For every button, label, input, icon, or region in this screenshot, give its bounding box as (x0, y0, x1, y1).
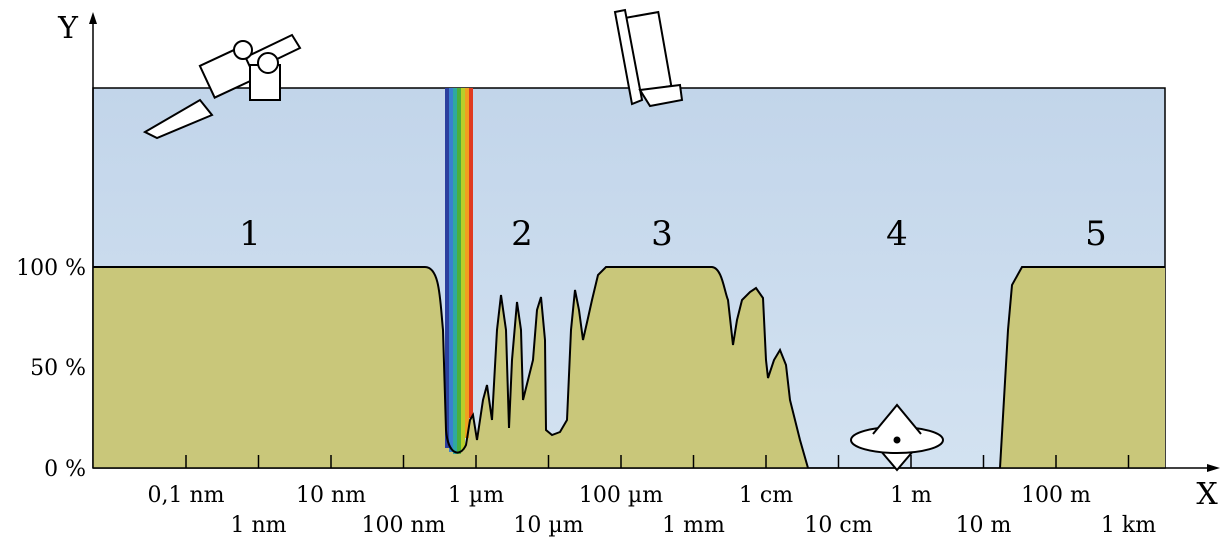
x-axis-label: X (1196, 477, 1218, 512)
y-tick-label: 0 % (44, 457, 86, 482)
visible-spectrum (445, 88, 473, 454)
y-tick-label: 100 % (16, 256, 86, 281)
x-tick-label: 0,1 nm (147, 483, 224, 508)
y-tick-label: 50 % (30, 356, 86, 381)
x-tick-label: 10 m (956, 513, 1012, 538)
region-number: 1 (239, 214, 261, 254)
x-arrow (1207, 464, 1220, 472)
x-tick-label: 10 nm (296, 483, 366, 508)
x-tick-label: 100 nm (361, 513, 445, 538)
region-number: 5 (1085, 214, 1107, 254)
x-tick-label: 1 km (1101, 513, 1156, 538)
x-tick-label: 1 µm (448, 483, 504, 508)
region-number: 2 (511, 214, 533, 254)
region-number: 3 (651, 214, 673, 254)
x-tick-label: 1 mm (662, 513, 725, 538)
region-number: 4 (886, 214, 908, 254)
x-tick-label: 100 m (1021, 483, 1091, 508)
x-tick-label: 1 nm (230, 513, 286, 538)
x-tick-label: 100 µm (579, 483, 663, 508)
y-axis-label: Y (57, 11, 79, 46)
y-arrow (89, 12, 97, 24)
diagram: Y X 0 % 50 % 100 % 0,1 nm1 nm 10 nm 100 nm1 µ… (0, 0, 1230, 538)
x-tick-label: 1 m (890, 483, 932, 508)
x-tick-label: 10 cm (804, 513, 872, 538)
x-tick-label: 10 µm (513, 513, 583, 538)
x-tick-label: 1 cm (739, 483, 793, 508)
